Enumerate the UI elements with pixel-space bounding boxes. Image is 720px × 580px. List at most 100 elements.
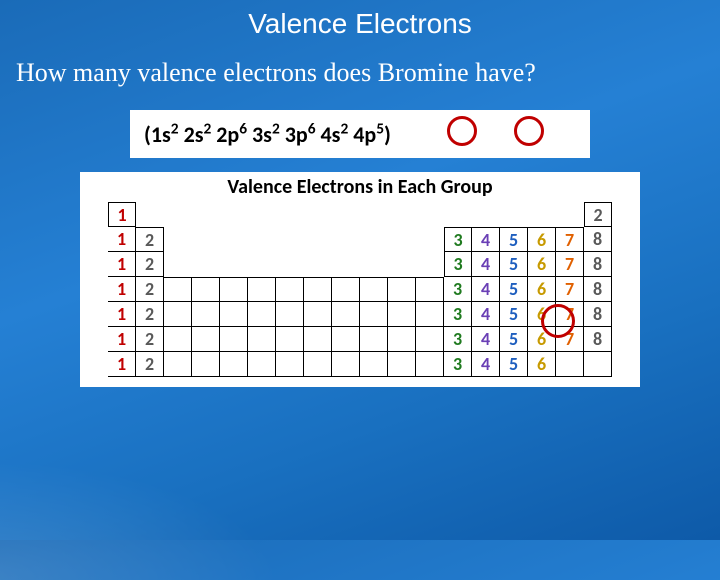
grid-cell	[248, 202, 276, 227]
grid-cell	[388, 227, 416, 252]
grid-cell	[472, 202, 500, 227]
electron-config-box: (1s2 2s2 2p6 3s2 3p6 4s2 4p5)	[130, 110, 590, 158]
grid-cell	[276, 252, 304, 277]
grid-cell	[360, 277, 388, 302]
grid-cell	[304, 252, 332, 277]
grid-cell	[304, 327, 332, 352]
grid-cell	[220, 302, 248, 327]
grid-cell	[360, 252, 388, 277]
valence-table-panel: Valence Electrons in Each Group 12123456…	[80, 172, 640, 387]
grid-cell	[304, 277, 332, 302]
grid-cell: 7	[556, 252, 584, 277]
grid-cell	[220, 352, 248, 377]
grid-cell: 8	[584, 277, 612, 302]
grid-cell: 5	[500, 352, 528, 377]
grid-cell	[220, 277, 248, 302]
grid-cell: 1	[108, 202, 136, 227]
grid-cell	[584, 352, 612, 377]
grid-cell	[192, 352, 220, 377]
grid-cell: 8	[584, 252, 612, 277]
grid-cell: 7	[556, 277, 584, 302]
electron-config: (1s2 2s2 2p6 3s2 3p6 4s2 4p5)	[144, 121, 391, 148]
grid-cell	[500, 202, 528, 227]
grid-cell	[388, 277, 416, 302]
grid-cell: 1	[108, 252, 136, 277]
grid-cell: 4	[472, 227, 500, 252]
valence-table-title: Valence Electrons in Each Group	[86, 176, 634, 202]
grid-cell	[136, 202, 164, 227]
highlight-circle-4p5	[514, 116, 544, 146]
grid-cell	[360, 327, 388, 352]
grid-cell	[332, 252, 360, 277]
grid-cell: 6	[528, 252, 556, 277]
grid-cell	[360, 227, 388, 252]
grid-cell	[332, 302, 360, 327]
grid-cell: 3	[444, 352, 472, 377]
grid-cell	[220, 202, 248, 227]
grid-cell: 5	[500, 302, 528, 327]
grid-cell	[416, 252, 444, 277]
grid-cell: 1	[108, 302, 136, 327]
grid-cell	[416, 227, 444, 252]
grid-cell: 1	[108, 227, 136, 252]
slide-title: Valence Electrons	[0, 0, 720, 40]
grid-cell	[248, 327, 276, 352]
grid-cell	[276, 277, 304, 302]
grid-cell	[388, 327, 416, 352]
grid-cell: 4	[472, 277, 500, 302]
grid-cell	[164, 352, 192, 377]
grid-cell: 1	[108, 352, 136, 377]
grid-cell	[416, 202, 444, 227]
grid-cell: 4	[472, 302, 500, 327]
grid-cell: 3	[444, 327, 472, 352]
grid-cell: 2	[136, 277, 164, 302]
grid-cell	[164, 227, 192, 252]
grid-cell	[248, 252, 276, 277]
grid-cell	[332, 327, 360, 352]
grid-cell	[304, 202, 332, 227]
grid-cell	[416, 302, 444, 327]
grid-cell: 4	[472, 327, 500, 352]
grid-cell	[248, 302, 276, 327]
grid-cell	[164, 302, 192, 327]
grid-cell	[276, 302, 304, 327]
grid-cell: 8	[584, 227, 612, 252]
grid-cell	[304, 227, 332, 252]
grid-cell	[192, 227, 220, 252]
grid-cell: 2	[136, 352, 164, 377]
grid-cell	[388, 302, 416, 327]
highlight-circle-4s2	[447, 116, 477, 146]
grid-cell: 1	[108, 327, 136, 352]
grid-cell: 7	[556, 227, 584, 252]
grid-cell: 8	[584, 302, 612, 327]
grid-cell: 3	[444, 277, 472, 302]
grid-cell	[164, 252, 192, 277]
grid-cell	[388, 352, 416, 377]
grid-cell	[164, 277, 192, 302]
grid-cell	[192, 277, 220, 302]
grid-cell	[192, 252, 220, 277]
grid-cell: 5	[500, 252, 528, 277]
grid-cell	[444, 202, 472, 227]
grid-cell	[416, 277, 444, 302]
grid-cell: 6	[528, 277, 556, 302]
grid-cell	[248, 352, 276, 377]
grid-cell: 3	[444, 227, 472, 252]
grid-cell: 8	[584, 327, 612, 352]
grid-cell	[220, 252, 248, 277]
grid-cell: 6	[528, 352, 556, 377]
grid-cell	[276, 352, 304, 377]
grid-cell	[388, 252, 416, 277]
grid-cell	[164, 202, 192, 227]
grid-cell	[276, 227, 304, 252]
grid-cell: 4	[472, 352, 500, 377]
grid-cell: 1	[108, 277, 136, 302]
grid-cell: 3	[444, 302, 472, 327]
grid-cell: 6	[528, 227, 556, 252]
grid-cell	[388, 202, 416, 227]
grid-cell	[304, 352, 332, 377]
grid-cell	[528, 202, 556, 227]
grid-cell	[276, 202, 304, 227]
question-text: How many valence electrons does Bromine …	[0, 40, 720, 88]
grid-cell	[332, 352, 360, 377]
